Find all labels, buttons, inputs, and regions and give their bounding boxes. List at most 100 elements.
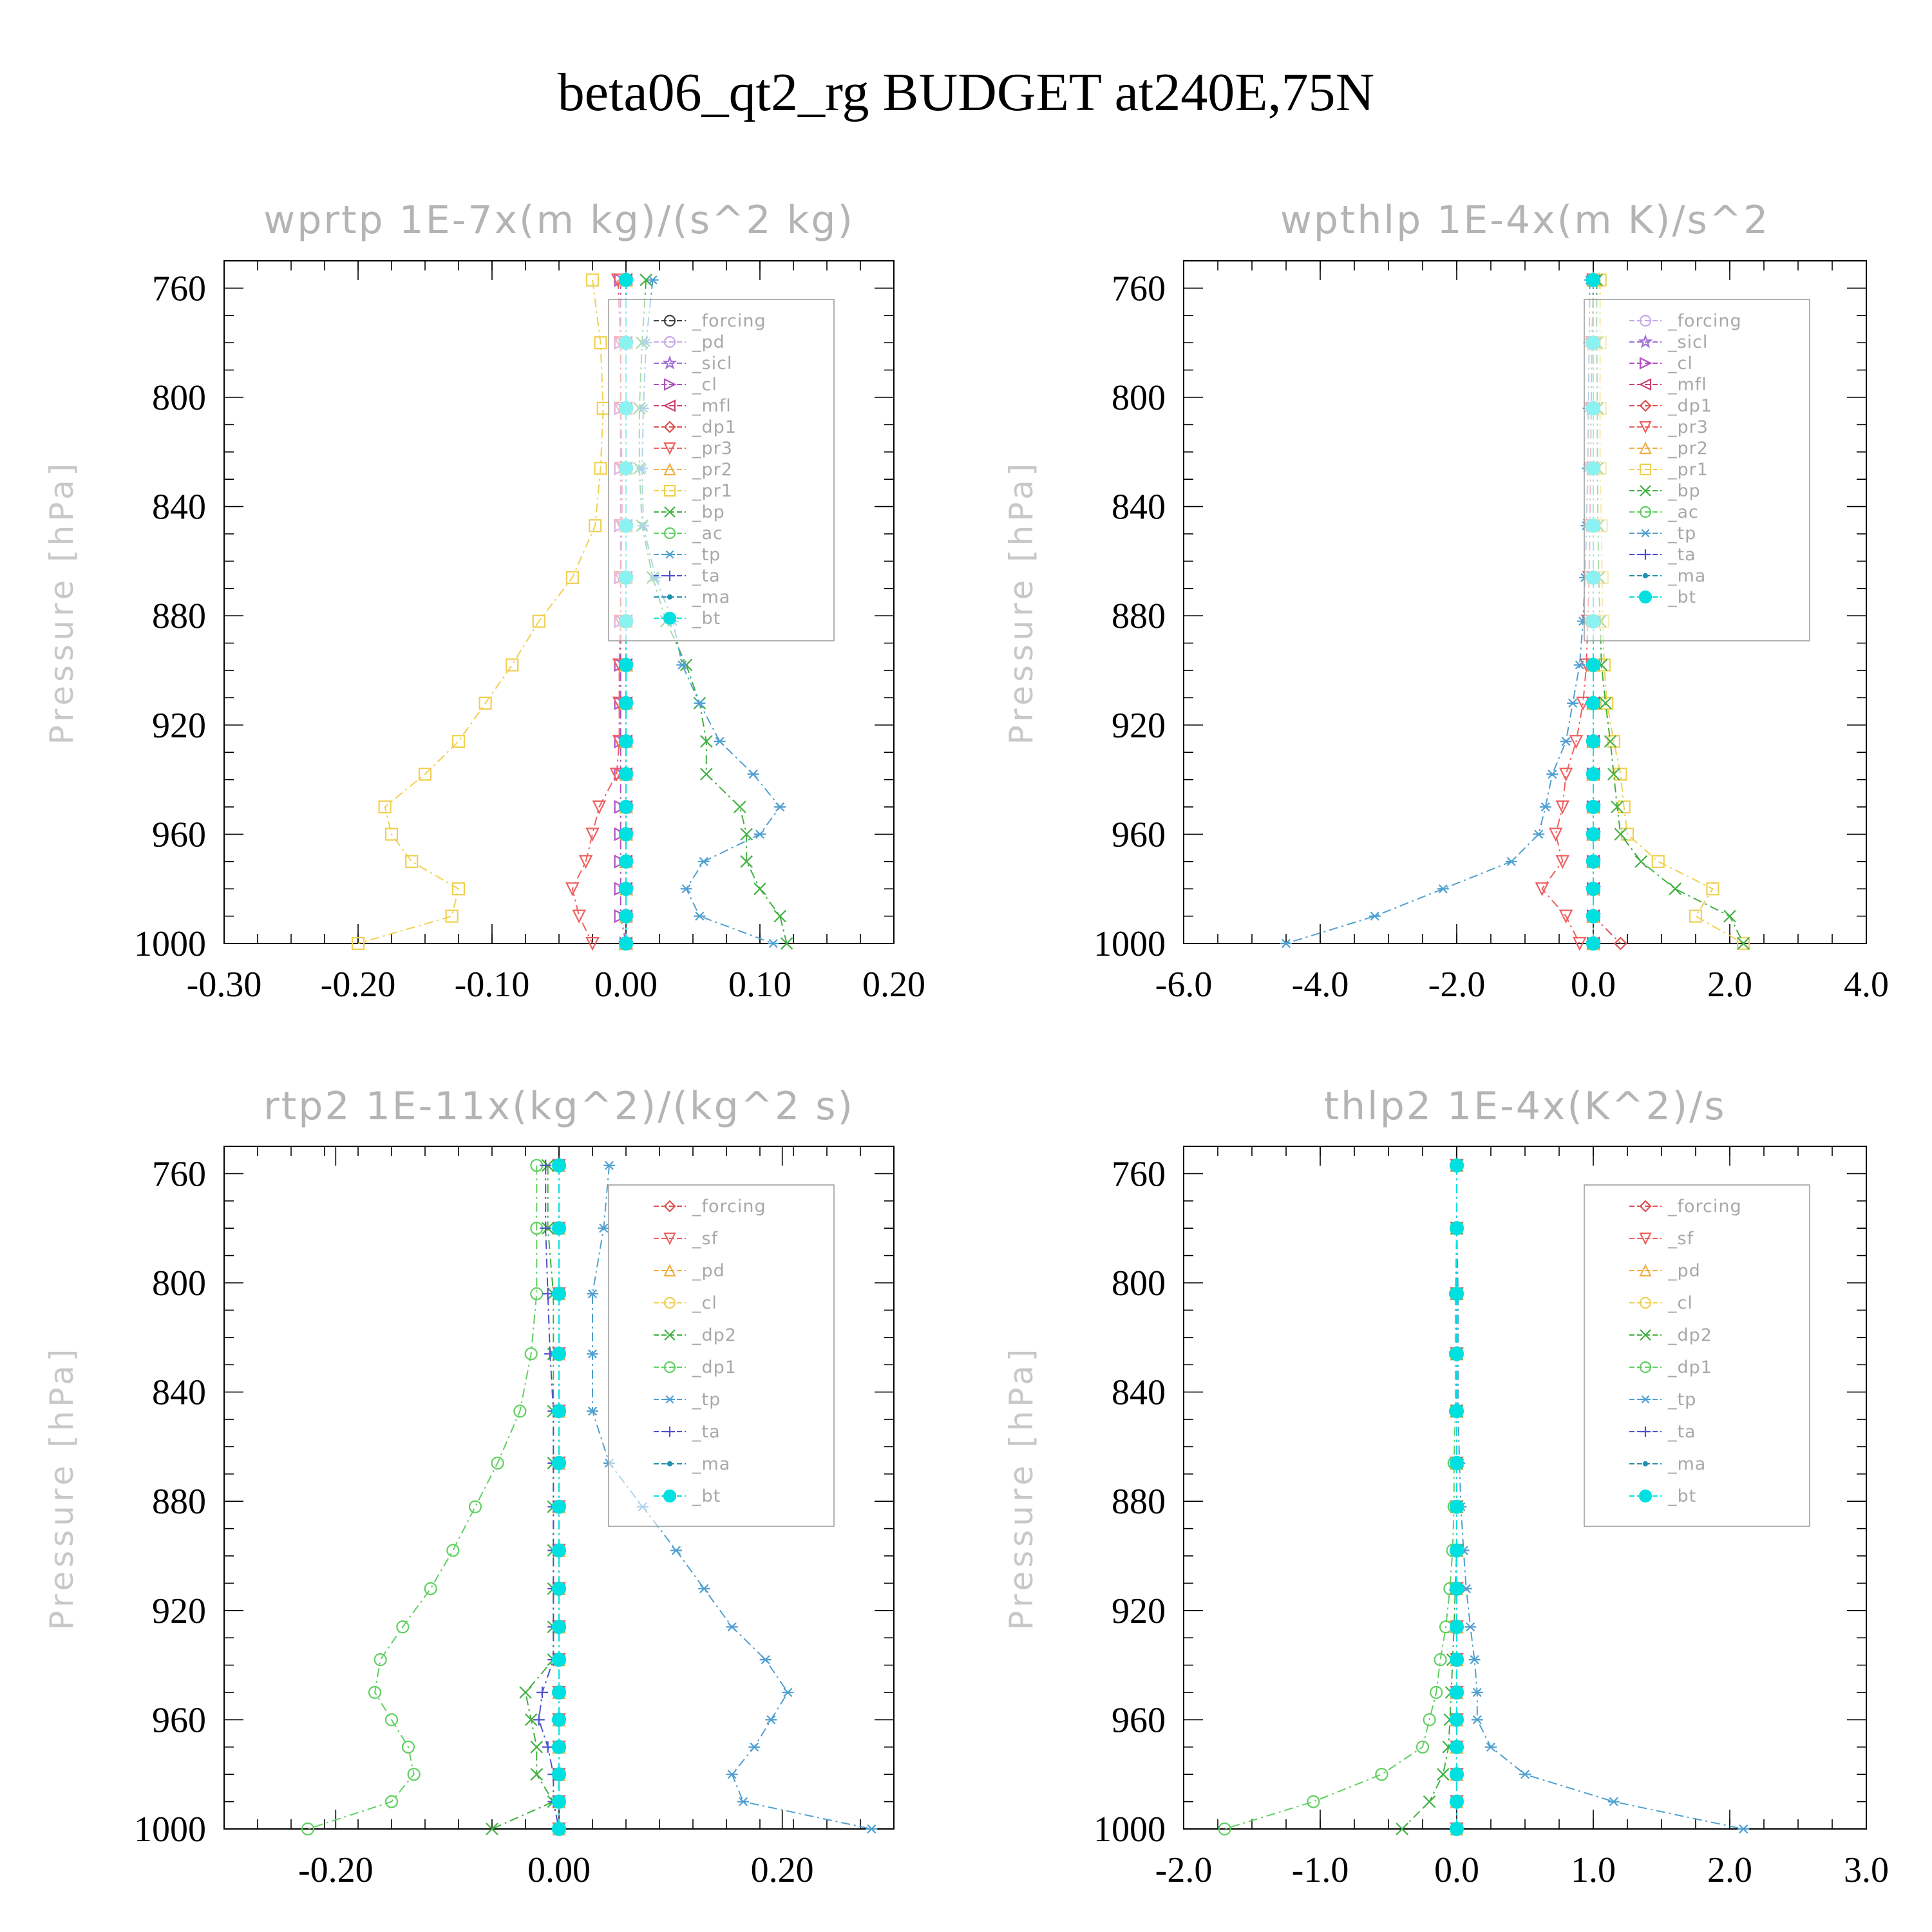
legend-marker_forcing bbox=[1639, 1200, 1652, 1213]
legend-label_ac: _ac bbox=[1667, 502, 1699, 522]
data-point_pr1 bbox=[384, 828, 399, 841]
data-point_pr1 bbox=[1689, 909, 1703, 923]
data-point_bt bbox=[618, 658, 634, 672]
legend-label_tp: _tp bbox=[1667, 524, 1696, 544]
panel-title: wprtp 1E-7x(m kg)/(s^2 kg) bbox=[263, 198, 855, 243]
data-point_bt bbox=[1586, 909, 1601, 923]
legend-marker_forcing bbox=[663, 1200, 676, 1213]
data-point_pr3 bbox=[578, 855, 593, 869]
data-point_dp1 bbox=[524, 1347, 538, 1361]
legend-marker_pr2 bbox=[663, 462, 676, 476]
data-point_bt bbox=[1586, 882, 1601, 896]
data-point_pr3 bbox=[1576, 696, 1590, 711]
data-point_pr3 bbox=[1558, 909, 1573, 924]
legend-marker_bt bbox=[1638, 590, 1653, 604]
series-line_tp bbox=[1456, 1165, 1744, 1830]
legend-marker_pr1 bbox=[663, 484, 676, 497]
x-tick-label: 1.0 bbox=[1571, 1850, 1616, 1890]
data-point_tp bbox=[765, 1715, 777, 1725]
data-point_ta bbox=[540, 1159, 552, 1171]
legend-marker_ta bbox=[665, 1426, 675, 1437]
legend-marker_pr3 bbox=[663, 442, 676, 455]
data-point_pr1 bbox=[351, 936, 365, 951]
x-tick-label: 0.10 bbox=[728, 965, 791, 1005]
legend-label_pr1: _pr1 bbox=[692, 481, 733, 501]
data-point_pr3 bbox=[1535, 882, 1549, 896]
y-tick-label: 1000 bbox=[1094, 924, 1166, 964]
data-point_dp2 bbox=[530, 1768, 544, 1781]
data-point_bt bbox=[1449, 1767, 1464, 1782]
legend-marker_pd bbox=[663, 1264, 676, 1277]
x-tick-label: -4.0 bbox=[1292, 965, 1349, 1005]
y-tick-label: 920 bbox=[152, 1591, 206, 1631]
data-point_bp bbox=[700, 735, 713, 748]
panel-3: rtp2 1E-11x(kg^2)/(kg^2 s) Pressure [hPa]… bbox=[43, 1084, 895, 1890]
data-point_bt bbox=[1586, 936, 1601, 951]
data-point_dp1 bbox=[1416, 1740, 1430, 1754]
data-point_dp1 bbox=[1423, 1713, 1436, 1727]
data-point_bp bbox=[740, 828, 753, 841]
data-point_pr1 bbox=[589, 519, 602, 533]
legend-marker_sf bbox=[663, 1232, 676, 1245]
x-tick-label: 4.0 bbox=[1844, 965, 1889, 1005]
data-point_dp1 bbox=[407, 1768, 421, 1781]
data-point_tp bbox=[680, 884, 692, 894]
data-point_tp bbox=[1539, 802, 1551, 812]
legend-label_pd: _pd bbox=[692, 332, 725, 352]
data-point_tp bbox=[1280, 938, 1292, 949]
data-point_dp2 bbox=[1423, 1795, 1436, 1808]
legend-label_bt: _bt bbox=[692, 1486, 721, 1506]
data-point_bt bbox=[551, 1499, 567, 1514]
data-point_tp bbox=[694, 911, 706, 921]
legend-marker_ta bbox=[1640, 549, 1651, 560]
legend-marker_sicl bbox=[1638, 334, 1653, 348]
data-point_pr1 bbox=[594, 462, 607, 475]
legend-marker_cl bbox=[663, 378, 677, 391]
legend-label_pr3: _pr3 bbox=[692, 439, 733, 459]
data-point_bt bbox=[618, 936, 634, 951]
legend-label_mfl: _mfl bbox=[1667, 375, 1707, 395]
y-tick-label: 880 bbox=[152, 596, 206, 636]
data-point_bt bbox=[618, 909, 634, 923]
y-tick-label: 920 bbox=[1112, 706, 1166, 746]
data-point_bp bbox=[1634, 855, 1647, 868]
legend-label_mfl: _mfl bbox=[692, 396, 732, 416]
y-tick-label: 1000 bbox=[1094, 1810, 1166, 1850]
data-point_dp1 bbox=[384, 1795, 399, 1808]
legend-marker_pr2 bbox=[1639, 441, 1652, 455]
data-point_tp bbox=[1464, 1622, 1477, 1632]
data-point_tp bbox=[1738, 1824, 1750, 1834]
data-point_pr1 bbox=[378, 800, 392, 814]
y-tick-label: 1000 bbox=[134, 1810, 206, 1850]
data-point_tp bbox=[1468, 1655, 1481, 1665]
y-tick-label: 760 bbox=[1112, 269, 1166, 308]
panel-4: thlp2 1E-4x(K^2)/s Pressure [hPa] 760 800 84… bbox=[1003, 1084, 1889, 1890]
data-point_dp2 bbox=[1396, 1823, 1408, 1835]
data-point_pr1 bbox=[506, 658, 519, 672]
legend-marker_dp1 bbox=[663, 421, 676, 433]
legend-label_bt: _bt bbox=[1667, 1486, 1696, 1506]
data-point_bt bbox=[618, 272, 634, 287]
legend-label_pr2: _pr2 bbox=[1667, 439, 1709, 459]
data-point_bt bbox=[1449, 1739, 1464, 1754]
legend-label_ta: _ta bbox=[692, 566, 721, 586]
data-point_pr1 bbox=[418, 768, 432, 781]
data-point_pr3 bbox=[1548, 828, 1563, 842]
x-tick-label: 0.20 bbox=[751, 1850, 814, 1890]
data-point_dp2 bbox=[486, 1823, 498, 1835]
data-point_dp1 bbox=[384, 1713, 399, 1727]
y-tick-label: 800 bbox=[1112, 1264, 1166, 1303]
data-point_bp bbox=[1607, 768, 1620, 781]
x-tick-label: -1.0 bbox=[1292, 1850, 1349, 1890]
data-point_bt bbox=[1449, 1821, 1464, 1837]
data-point_tp bbox=[1471, 1687, 1483, 1698]
data-point_tp bbox=[767, 938, 779, 949]
legend-label_dp1: _dp1 bbox=[1667, 396, 1712, 416]
legend-label_ta: _ta bbox=[1667, 545, 1696, 565]
x-tick-label: -6.0 bbox=[1155, 965, 1213, 1005]
data-point_bp bbox=[753, 882, 766, 895]
data-point_pr1 bbox=[451, 882, 466, 896]
data-point_bt bbox=[1449, 1794, 1464, 1809]
y-tick-label: 800 bbox=[1112, 378, 1166, 418]
y-tick-label: 760 bbox=[1112, 1154, 1166, 1194]
